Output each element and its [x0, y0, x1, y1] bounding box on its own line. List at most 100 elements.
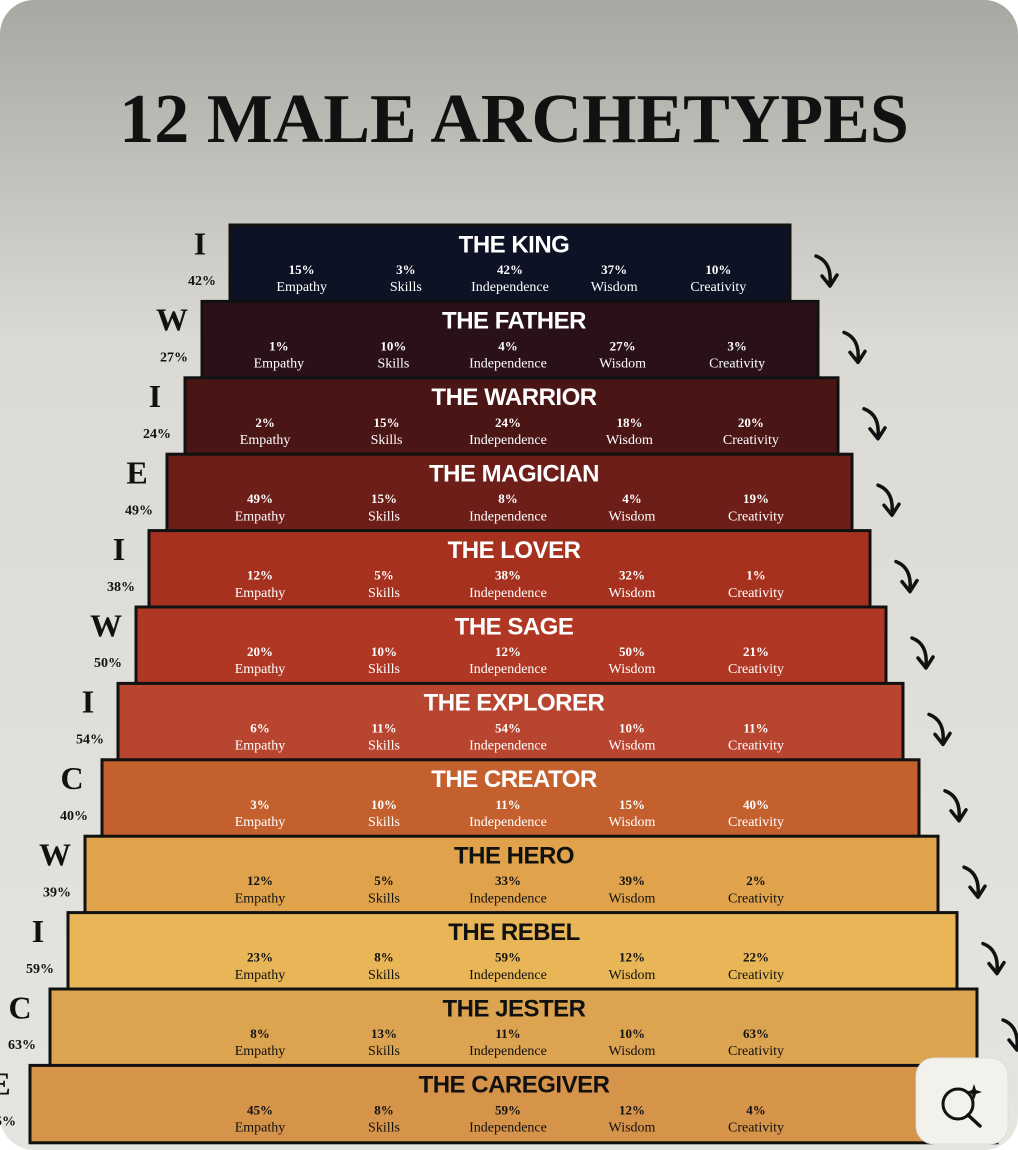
stat-label: Skills	[368, 1044, 400, 1059]
stat-value: 12%	[247, 568, 273, 583]
stat-label: Wisdom	[609, 1121, 656, 1136]
arrow-head	[900, 578, 919, 594]
archetype-name: THE CREATOR	[431, 766, 597, 793]
stat-value: 45%	[247, 1102, 273, 1117]
lens-button[interactable]	[915, 1057, 1009, 1145]
step-letter: I	[32, 913, 44, 949]
stat-value: 27%	[610, 338, 636, 353]
arrow	[981, 941, 999, 974]
stat-label: Skills	[368, 662, 400, 677]
stat-label: Creativity	[690, 280, 746, 295]
stat-value: 40%	[743, 797, 769, 812]
stat-value: 2%	[746, 873, 766, 888]
stat-value: 11%	[371, 720, 396, 735]
stat-value: 5%	[374, 568, 394, 583]
stat-label: Independence	[469, 1044, 547, 1059]
stat-label: Independence	[469, 968, 547, 983]
archetype-name: THE WARRIOR	[431, 384, 596, 411]
step-percent: 50%	[94, 656, 122, 671]
stat-value: 5%	[374, 873, 394, 888]
stat-value: 15%	[289, 262, 315, 277]
stat-value: 21%	[743, 644, 769, 659]
stat-value: 12%	[619, 950, 645, 965]
arrow-head	[868, 426, 887, 441]
arrow-head	[933, 731, 952, 747]
step-percent: 54%	[76, 733, 104, 748]
stat-value: 19%	[743, 491, 769, 506]
archetype-name: THE CAREGIVER	[419, 1072, 610, 1099]
stat-label: Wisdom	[606, 433, 653, 448]
step-letter: I	[149, 378, 161, 414]
stat-label: Empathy	[254, 357, 305, 372]
stat-label: Empathy	[235, 1044, 286, 1059]
stat-label: Empathy	[235, 1121, 286, 1136]
arrow-head	[987, 960, 1006, 976]
step	[83, 834, 940, 916]
stat-value: 11%	[495, 797, 520, 812]
stat-label: Creativity	[728, 509, 784, 524]
stat-label: Creativity	[728, 1044, 784, 1059]
stat-label: Skills	[368, 968, 400, 983]
stat-value: 11%	[743, 720, 768, 735]
stat-value: 10%	[619, 1026, 645, 1041]
stat-label: Empathy	[235, 968, 286, 983]
stat-value: 12%	[247, 873, 273, 888]
archetype-name: THE HERO	[454, 843, 574, 870]
stat-value: 10%	[371, 644, 397, 659]
arrow-head	[848, 349, 867, 365]
stat-value: 59%	[495, 1102, 521, 1117]
step	[66, 911, 959, 992]
step-percent: 24%	[143, 427, 171, 442]
arrow	[927, 712, 945, 745]
stat-value: 1%	[746, 568, 766, 583]
stat-label: Independence	[469, 739, 547, 754]
step-percent: 42%	[188, 274, 216, 289]
arrow	[1001, 1018, 1018, 1050]
archetype-name: THE MAGICIAN	[429, 461, 599, 488]
archetype-name: THE JESTER	[442, 995, 585, 1022]
stat-value: 8%	[250, 1026, 270, 1041]
stat-label: Empathy	[276, 280, 327, 295]
stat-label: Creativity	[728, 739, 784, 754]
step-percent: 45%	[0, 1115, 16, 1130]
step	[100, 758, 921, 839]
stat-label: Wisdom	[609, 815, 656, 830]
step-letter: W	[156, 302, 188, 338]
stat-label: Wisdom	[591, 280, 638, 295]
stat-label: Independence	[469, 815, 547, 830]
arrow	[894, 559, 912, 592]
step	[134, 605, 888, 686]
step	[147, 529, 872, 610]
step	[116, 681, 905, 763]
step	[200, 299, 820, 381]
stat-label: Empathy	[235, 739, 286, 754]
stat-label: Independence	[469, 662, 547, 677]
step	[48, 987, 979, 1068]
stat-label: Skills	[368, 891, 400, 906]
step-percent: 27%	[160, 351, 188, 366]
stat-value: 11%	[495, 1026, 520, 1041]
arrow	[910, 636, 928, 668]
stat-value: 3%	[727, 338, 747, 353]
stat-value: 23%	[247, 950, 273, 965]
step-letter: W	[90, 607, 122, 643]
arrow-head	[968, 884, 987, 899]
stat-value: 12%	[619, 1102, 645, 1117]
arrow	[814, 254, 832, 286]
stat-label: Creativity	[728, 662, 784, 677]
stat-value: 2%	[255, 415, 275, 430]
stat-label: Independence	[469, 509, 547, 524]
arrow	[876, 483, 894, 515]
stat-value: 63%	[743, 1026, 769, 1041]
stat-value: 54%	[495, 720, 521, 735]
step	[228, 223, 792, 304]
stat-label: Wisdom	[609, 1044, 656, 1059]
stat-value: 22%	[743, 950, 769, 965]
stat-value: 6%	[250, 720, 270, 735]
stat-label: Creativity	[723, 433, 779, 448]
stat-label: Skills	[371, 433, 403, 448]
stat-value: 50%	[619, 644, 645, 659]
archetype-name: THE EXPLORER	[424, 690, 605, 717]
stat-label: Wisdom	[609, 662, 656, 677]
steps: THE KING I 42% 15% Empathy 3% Skills 42% Indepen…	[0, 223, 1018, 1145]
